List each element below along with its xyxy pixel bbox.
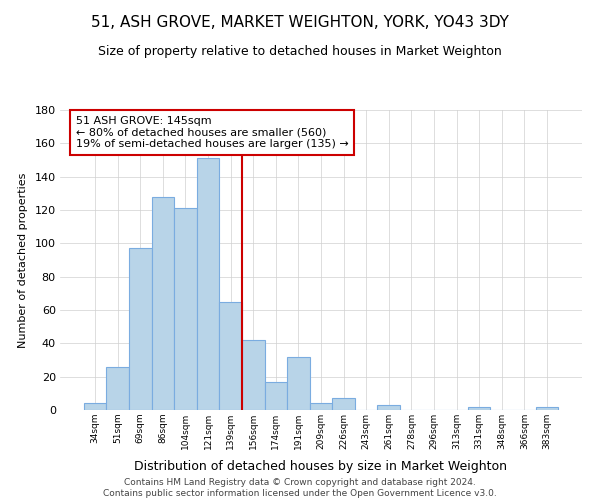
Bar xyxy=(106,366,129,410)
Bar xyxy=(129,248,152,410)
Bar xyxy=(152,196,174,410)
Text: Size of property relative to detached houses in Market Weighton: Size of property relative to detached ho… xyxy=(98,45,502,58)
Y-axis label: Number of detached properties: Number of detached properties xyxy=(18,172,28,348)
Bar xyxy=(265,382,287,410)
Bar xyxy=(287,356,310,410)
Text: 51 ASH GROVE: 145sqm
← 80% of detached houses are smaller (560)
19% of semi-deta: 51 ASH GROVE: 145sqm ← 80% of detached h… xyxy=(76,116,349,149)
Bar xyxy=(468,406,490,410)
Bar xyxy=(197,158,220,410)
Bar xyxy=(377,405,400,410)
Bar xyxy=(242,340,265,410)
X-axis label: Distribution of detached houses by size in Market Weighton: Distribution of detached houses by size … xyxy=(134,460,508,473)
Bar xyxy=(332,398,355,410)
Text: Contains HM Land Registry data © Crown copyright and database right 2024.
Contai: Contains HM Land Registry data © Crown c… xyxy=(103,478,497,498)
Text: 51, ASH GROVE, MARKET WEIGHTON, YORK, YO43 3DY: 51, ASH GROVE, MARKET WEIGHTON, YORK, YO… xyxy=(91,15,509,30)
Bar xyxy=(84,404,106,410)
Bar xyxy=(310,404,332,410)
Bar xyxy=(536,406,558,410)
Bar xyxy=(174,208,197,410)
Bar xyxy=(220,302,242,410)
